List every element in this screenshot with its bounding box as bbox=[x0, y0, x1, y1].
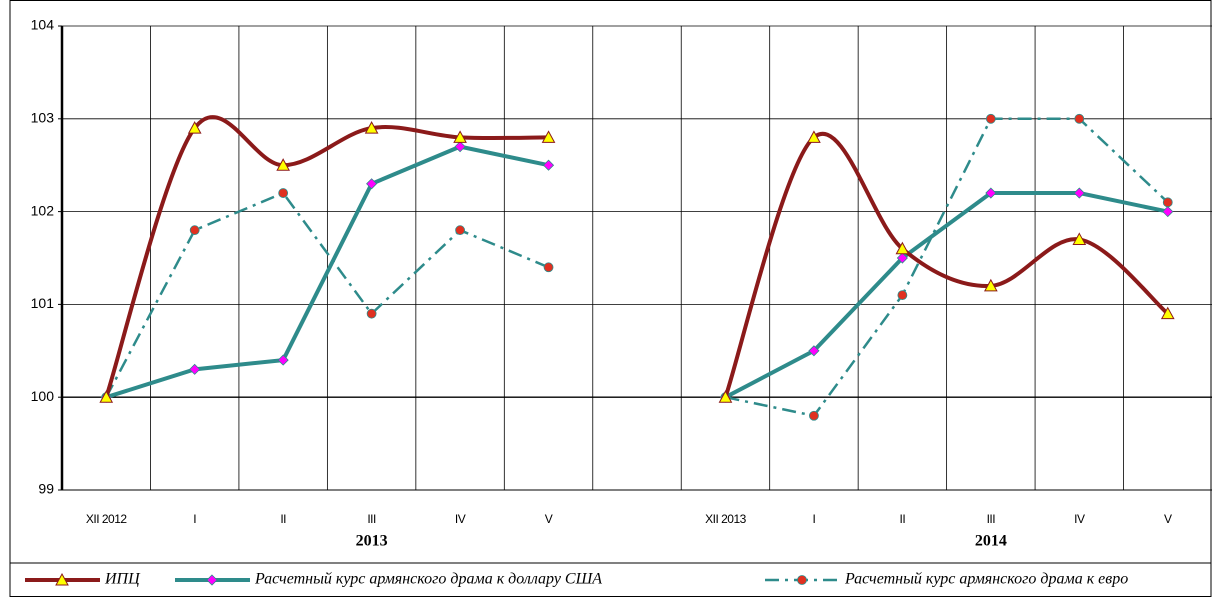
y-tick-label: 100 bbox=[31, 388, 55, 404]
marker bbox=[807, 130, 821, 143]
marker bbox=[985, 187, 997, 199]
x-tick-label: III bbox=[987, 512, 996, 526]
x-tick-label: III bbox=[367, 512, 376, 526]
marker bbox=[189, 225, 200, 236]
marker bbox=[276, 158, 290, 171]
x-tick-label: V bbox=[545, 512, 553, 526]
marker bbox=[99, 390, 114, 403]
marker bbox=[985, 113, 996, 124]
marker bbox=[453, 130, 467, 143]
y-tick-label: 102 bbox=[31, 202, 55, 218]
marker bbox=[366, 178, 378, 190]
marker bbox=[277, 354, 289, 366]
x-tick-label: XII 2013 bbox=[705, 512, 747, 526]
x-tick-label: XII 2012 bbox=[86, 512, 128, 526]
marker bbox=[809, 410, 819, 421]
x-tick-label: IV bbox=[455, 512, 466, 526]
y-tick-label: 104 bbox=[31, 17, 55, 33]
marker bbox=[206, 574, 218, 586]
marker bbox=[895, 241, 910, 255]
marker bbox=[364, 121, 379, 134]
marker bbox=[984, 278, 998, 292]
legend-label: Расчетный курс армянского драма к евро bbox=[844, 571, 1128, 588]
y-tick-label: 103 bbox=[31, 110, 55, 126]
y-tick-label: 101 bbox=[31, 295, 55, 311]
marker bbox=[1074, 113, 1085, 124]
marker bbox=[541, 130, 556, 143]
legend-label: ИПЦ bbox=[104, 571, 141, 588]
marker bbox=[278, 188, 289, 198]
chart-frame bbox=[9, 0, 1212, 597]
marker bbox=[896, 252, 908, 264]
group-label: 2014 bbox=[975, 533, 1007, 550]
marker bbox=[187, 121, 202, 134]
marker bbox=[1162, 206, 1174, 218]
marker bbox=[1162, 197, 1173, 208]
legend-label: Расчетный курс армянского драма к доллар… bbox=[254, 571, 602, 588]
group-label: 2013 bbox=[356, 533, 388, 550]
marker bbox=[897, 290, 908, 301]
marker bbox=[1072, 232, 1087, 245]
x-tick-label: V bbox=[1164, 512, 1172, 526]
x-tick-label: I bbox=[813, 512, 816, 526]
marker bbox=[1073, 187, 1085, 199]
marker bbox=[543, 262, 554, 273]
x-tick-label: IV bbox=[1074, 512, 1085, 526]
marker bbox=[366, 308, 377, 319]
marker bbox=[542, 159, 555, 171]
series-line bbox=[105, 144, 1169, 400]
x-tick-label: I bbox=[193, 512, 196, 526]
marker bbox=[455, 225, 465, 236]
marker bbox=[797, 575, 807, 585]
marker bbox=[189, 363, 201, 375]
marker bbox=[454, 141, 466, 153]
x-tick-label: II bbox=[900, 512, 906, 526]
x-tick-label: II bbox=[280, 512, 286, 526]
marker bbox=[808, 345, 820, 357]
y-tick-label: 99 bbox=[38, 481, 54, 497]
series-line bbox=[105, 117, 1169, 418]
marker bbox=[55, 572, 69, 586]
marker bbox=[718, 390, 733, 403]
marker bbox=[1160, 306, 1175, 320]
